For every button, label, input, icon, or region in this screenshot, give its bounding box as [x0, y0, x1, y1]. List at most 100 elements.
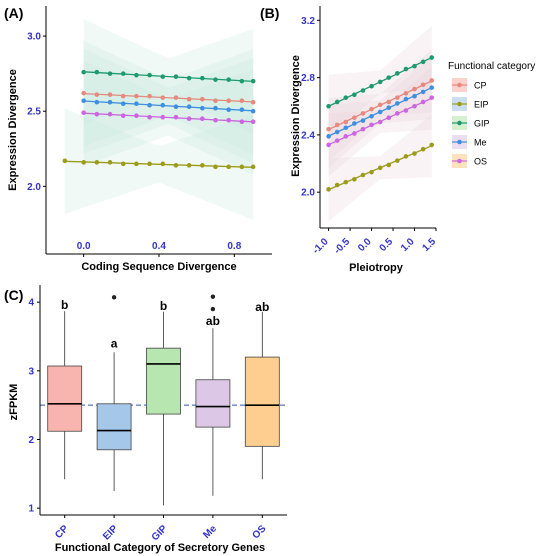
- point-OS: [107, 111, 113, 117]
- point-Me: [134, 101, 139, 106]
- point-Me: [186, 104, 192, 110]
- point-EIP: [352, 177, 357, 182]
- panel-a-x-title: Coding Sequence Divergence: [81, 261, 236, 273]
- outlier-point: [111, 295, 117, 300]
- point-EIP: [160, 161, 166, 167]
- point-CP: [403, 91, 409, 96]
- y-tick-label: 2.5: [27, 107, 41, 118]
- x-tick-label: 0.5: [378, 236, 396, 254]
- point-GIP: [343, 95, 349, 100]
- box-CP: b: [47, 298, 83, 480]
- point-EIP: [200, 163, 205, 168]
- point-OS: [250, 119, 256, 125]
- panel-a-ticks: 0.0 0.4 0.8 2.0 2.5 3.0: [27, 32, 242, 257]
- point-OS: [147, 114, 152, 120]
- point-GIP: [134, 72, 139, 78]
- point-EIP: [186, 163, 192, 168]
- box-body: [146, 347, 181, 415]
- point-EIP: [326, 187, 331, 192]
- point-EIP: [360, 172, 366, 178]
- y-tick-label: 2.8: [301, 73, 315, 84]
- point-GIP: [377, 79, 383, 85]
- point-Me: [147, 102, 152, 108]
- point-Me: [352, 121, 357, 126]
- point-OS: [377, 119, 383, 125]
- point-CP: [160, 95, 166, 100]
- point-CP: [429, 78, 435, 83]
- point-GIP: [369, 83, 374, 89]
- point-CP: [213, 98, 218, 103]
- point-CP: [412, 86, 417, 92]
- box-body: [47, 365, 83, 432]
- x-tick-label: CP: [53, 523, 71, 541]
- point-EIP: [250, 164, 256, 170]
- point-Me: [239, 107, 245, 113]
- point-EIP: [343, 179, 349, 185]
- x-tick-label: 0.0: [356, 236, 374, 254]
- point-GIP: [239, 78, 245, 84]
- point-GIP: [94, 69, 100, 75]
- y-tick-label: 2.4: [301, 130, 315, 141]
- point-Me: [395, 101, 400, 106]
- x-tick-label: 1.5: [421, 236, 439, 254]
- point-Me: [377, 109, 383, 115]
- point-Me: [226, 107, 231, 113]
- point-OS: [94, 111, 100, 117]
- point-Me: [343, 125, 349, 131]
- point-CP: [250, 99, 256, 105]
- point-EIP: [134, 161, 139, 167]
- point-Me: [369, 113, 374, 119]
- panel-c-y-title: zFPKM: [8, 384, 20, 421]
- legend-dot-CP: [457, 82, 462, 88]
- point-Me: [94, 99, 100, 105]
- point-Me: [107, 99, 113, 105]
- point-EIP: [62, 158, 68, 164]
- box-OS: ab: [244, 300, 280, 480]
- significance-label: b: [61, 298, 68, 312]
- point-GIP: [81, 69, 86, 75]
- x-tick-label: Me: [201, 523, 219, 541]
- point-CP: [334, 122, 340, 128]
- point-GIP: [173, 74, 179, 79]
- point-Me: [213, 105, 218, 111]
- point-GIP: [395, 71, 400, 76]
- point-EIP: [94, 160, 100, 165]
- point-CP: [81, 90, 86, 96]
- point-GIP: [120, 71, 126, 76]
- panel-a: 0.0 0.4 0.8 2.0 2.5 3.0 (A) Coding Sequence D…: [4, 5, 272, 273]
- point-Me: [160, 102, 166, 108]
- panel-a-label: (A): [4, 5, 23, 21]
- point-CP: [226, 98, 231, 103]
- point-Me: [360, 118, 366, 123]
- x-tick-label: 1.0: [399, 236, 417, 254]
- point-OS: [360, 126, 366, 132]
- point-Me: [386, 105, 392, 110]
- panel-c-x-title: Functional Category of Secretory Genes: [55, 542, 265, 554]
- point-EIP: [147, 161, 152, 167]
- point-GIP: [386, 75, 392, 80]
- point-EIP: [120, 161, 126, 167]
- point-GIP: [226, 77, 231, 82]
- point-EIP: [386, 162, 392, 168]
- panel-a-marks: [62, 69, 256, 170]
- legend-label-EIP: EIP: [474, 100, 489, 110]
- point-Me: [429, 85, 435, 90]
- point-Me: [81, 98, 86, 103]
- point-GIP: [160, 74, 166, 79]
- significance-label: ab: [206, 314, 220, 328]
- point-GIP: [147, 72, 152, 78]
- point-OS: [334, 138, 340, 143]
- point-CP: [369, 106, 374, 112]
- legend-dot-Me: [457, 139, 462, 145]
- y-tick-label: 4: [28, 298, 34, 309]
- point-CP: [107, 92, 113, 97]
- box-Me: ab: [195, 294, 231, 496]
- point-EIP: [226, 164, 231, 170]
- point-CP: [420, 82, 426, 88]
- x-tick-label: 0.8: [227, 241, 241, 252]
- point-GIP: [420, 59, 426, 65]
- y-tick-label: 2.0: [301, 188, 315, 199]
- point-OS: [326, 142, 331, 148]
